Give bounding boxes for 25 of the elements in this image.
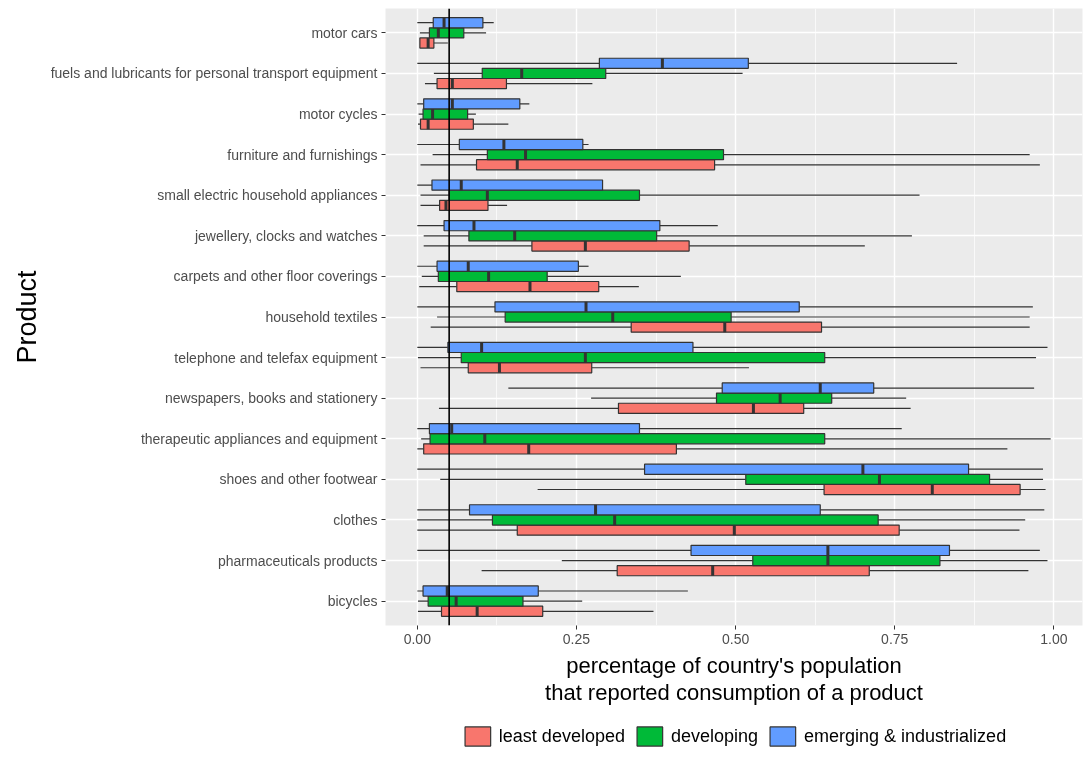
y-tick-label: small electric household appliances (157, 187, 378, 204)
x-tick-label: 0.50 (721, 630, 750, 647)
y-tick-label: pharmaceuticals products (217, 552, 378, 569)
y-axis-title: Product (11, 269, 42, 364)
y-tick-label: shoes and other footwear (219, 471, 378, 488)
x-axis-title: percentage of country's population that reported consumption of a product (545, 652, 923, 705)
y-tick-label: clothes (333, 511, 378, 528)
y-tick-label: furniture and furnishings (227, 146, 378, 163)
legend-label: developing (670, 725, 759, 747)
x-tick-label: 0.75 (881, 630, 909, 647)
y-tick-label: fuels and lubricants for personal transport equipment (50, 65, 378, 82)
y-tick-label: motor cars (311, 24, 378, 41)
legend-label: least developed (498, 725, 625, 747)
y-tick-label: jewellery, clocks and watches (193, 227, 378, 244)
y-tick-label: bicycles (327, 593, 378, 610)
y-tick-label: carpets and other floor coverings (173, 268, 378, 285)
y-tick-label: household textiles (265, 309, 378, 325)
y-tick-label: newspapers, books and stationery (165, 390, 378, 407)
x-tick-label: 0.00 (403, 630, 432, 647)
legend-label: emerging & industrialized (804, 725, 1007, 747)
y-tick-label: telephone and telefax equipment (174, 349, 378, 366)
x-tick-label: 0.25 (562, 630, 591, 647)
y-tick-label: therapeutic appliances and equipment (140, 430, 378, 447)
y-tick-label: motor cycles (298, 106, 378, 123)
x-tick-label: 1.00 (1040, 630, 1068, 647)
